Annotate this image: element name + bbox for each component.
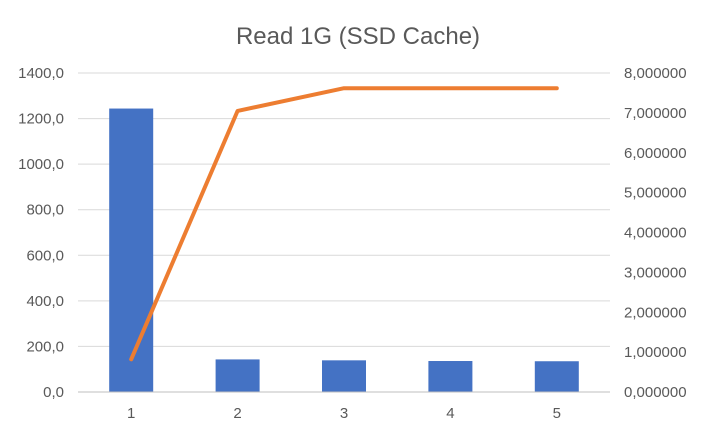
gridlines: [78, 72, 610, 347]
bar-series: [109, 108, 579, 392]
y-left-tick-label: 1000,0: [18, 156, 64, 173]
y-axis-left: 0,0 200,0 400,0 600,0 800,0 1000,0 1200,0 1400,…: [18, 65, 64, 401]
y-right-tick-label: 1,000000: [624, 344, 687, 361]
line-series-path: [129, 86, 559, 362]
bar: [534, 361, 579, 392]
y-left-tick-label: 800,0: [26, 202, 64, 219]
x-tick-label: 1: [127, 405, 135, 422]
y-left-tick-label: 600,0: [26, 247, 64, 264]
x-tick-label: 3: [340, 405, 348, 422]
y-right-tick-label: 3,000000: [624, 264, 687, 281]
y-left-tick-label: 1400,0: [18, 65, 64, 82]
chart-title: Read 1G (SSD Cache): [236, 23, 480, 50]
x-tick-label: 2: [233, 405, 241, 422]
y-right-tick-label: 2,000000: [624, 304, 687, 321]
y-left-tick-label: 400,0: [26, 293, 64, 310]
bar: [428, 361, 473, 392]
y-left-tick-label: 200,0: [26, 338, 64, 355]
y-right-tick-label: 5,000000: [624, 185, 687, 202]
x-tick-label: 4: [446, 405, 454, 422]
y-right-tick-label: 7,000000: [624, 105, 687, 122]
bar: [109, 108, 154, 392]
y-left-tick-label: 0,0: [43, 384, 64, 401]
y-right-tick-label: 4,000000: [624, 225, 687, 242]
line-series: [129, 86, 559, 362]
x-tick-label: 5: [553, 405, 561, 422]
x-axis: 1 2 3 4 5: [78, 391, 610, 422]
bar: [215, 359, 260, 392]
y-right-tick-label: 0,000000: [624, 384, 687, 401]
y-left-tick-label: 1200,0: [18, 111, 64, 128]
bar: [322, 360, 366, 392]
y-right-tick-label: 8,000000: [624, 65, 687, 82]
y-right-tick-label: 6,000000: [624, 145, 687, 162]
y-axis-right: 0,000000 1,000000 2,000000 3,000000 4,000000…: [624, 65, 687, 401]
